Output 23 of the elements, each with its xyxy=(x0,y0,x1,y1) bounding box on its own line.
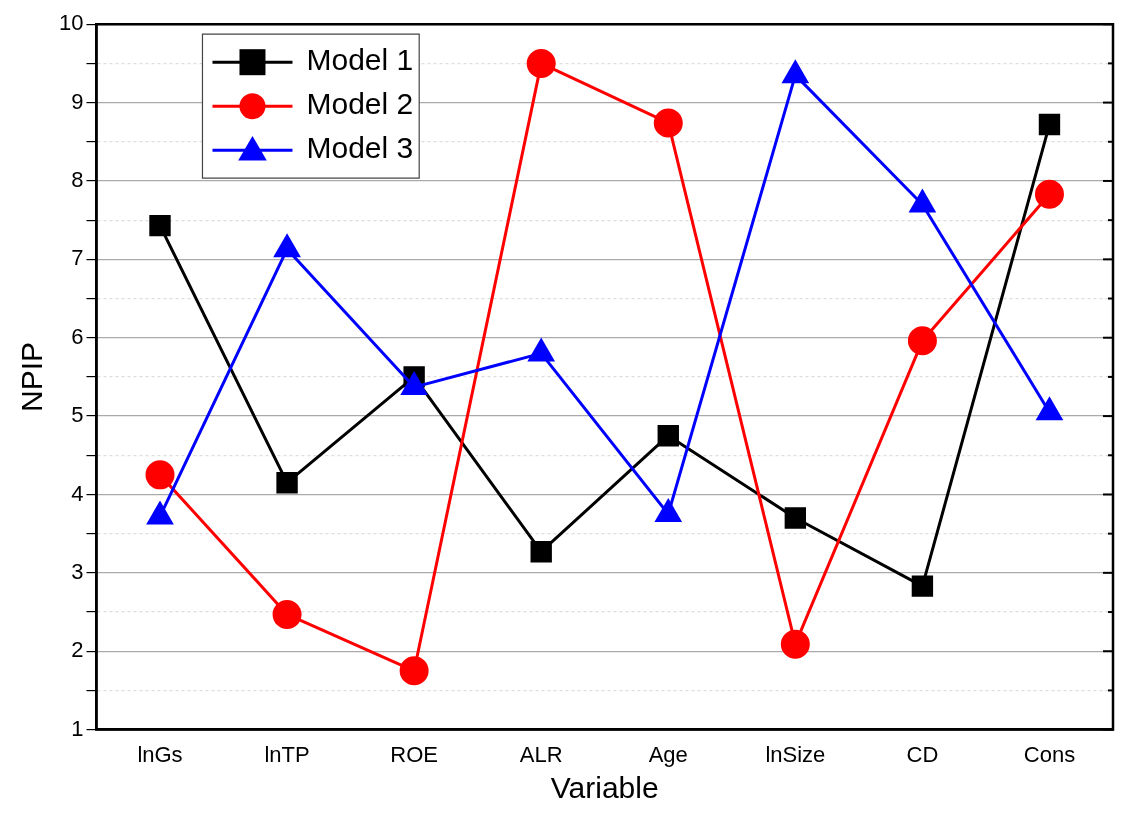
x-tick-label: CD xyxy=(906,741,939,767)
legend-label: Model 2 xyxy=(306,87,414,121)
x-tick-label: lnGs xyxy=(137,741,183,767)
y-tick-label: 6 xyxy=(71,323,84,349)
y-tick-label: 3 xyxy=(71,558,84,584)
x-tick-label: Cons xyxy=(1023,741,1076,767)
x-tick-label: lnTP xyxy=(264,741,310,767)
y-tick-label: 1 xyxy=(71,715,84,741)
x-tick-label: Age xyxy=(648,741,688,767)
x-tick-label: lnSize xyxy=(765,741,826,767)
y-tick-label: 8 xyxy=(71,167,84,193)
legend-label: Model 1 xyxy=(306,43,414,77)
y-axis-title: NPIP xyxy=(15,341,49,412)
y-tick-label: 10 xyxy=(58,10,84,36)
x-tick-label: ROE xyxy=(390,741,438,767)
y-tick-label: 7 xyxy=(71,245,84,271)
x-tick-label: ALR xyxy=(519,741,563,767)
y-tick-label: 9 xyxy=(71,88,84,114)
y-tick-label: 5 xyxy=(71,402,84,428)
legend-label: Model 3 xyxy=(306,131,414,165)
y-tick-label: 4 xyxy=(71,480,84,506)
x-axis-title: Variable xyxy=(550,771,659,805)
y-tick-label: 2 xyxy=(71,637,84,663)
